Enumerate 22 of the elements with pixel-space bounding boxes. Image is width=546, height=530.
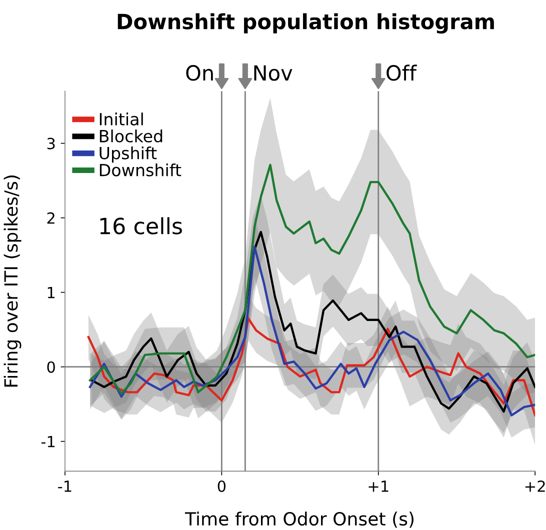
legend-label: Nov [254, 65, 292, 81]
ref-line-label: On [186, 65, 213, 81]
y-tick-label: 0 [47, 361, 55, 373]
y-tick-label: 3 [47, 138, 55, 150]
legend-label: Blocked [100, 130, 162, 142]
legend-label: Downshift [100, 163, 182, 176]
legend-label: Off [386, 64, 417, 81]
x-tick-label: +2 [525, 480, 545, 492]
legend-label: Upshift [100, 146, 157, 163]
y-axis-title: Firing over ITI (spikes/s) [4, 176, 22, 387]
x-tick-label: -1 [58, 480, 72, 492]
annotation: 16 cells [100, 217, 182, 234]
chart-title: Downshift population histogram [118, 13, 494, 34]
x-tick-label: +1 [368, 480, 388, 492]
y-tick-label: 2 [47, 212, 54, 224]
legend-label: Initial [100, 112, 143, 126]
line-series [87, 317, 536, 416]
y-tick-label: 1 [48, 287, 55, 298]
line-series [88, 164, 536, 395]
y-tick-label: -1 [41, 436, 55, 448]
x-tick-label: 0 [218, 480, 226, 492]
x-axis-title: Time from Odor Onset (s) [184, 512, 414, 528]
